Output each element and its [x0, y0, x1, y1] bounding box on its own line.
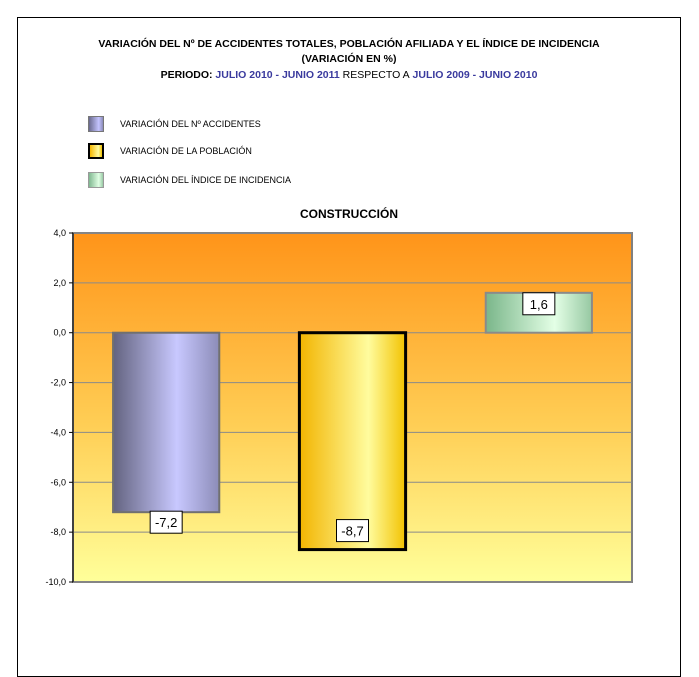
- y-tick-label: 2,0: [53, 278, 66, 288]
- data-label: 1,6: [522, 292, 556, 316]
- y-tick-label: -6,0: [50, 477, 66, 487]
- period-label: PERIODO:: [160, 69, 213, 81]
- legend-swatch-accidents: [88, 116, 104, 132]
- y-tick-label: 4,0: [53, 228, 66, 238]
- chart-title: CONSTRUCCIÓN: [300, 207, 398, 221]
- chart-subtitle: (VARIACIÓN EN %): [301, 53, 397, 65]
- data-label: -8,7: [336, 519, 369, 543]
- legend-item-accidents: VARIACIÓN DEL Nº ACCIDENTES: [88, 114, 261, 134]
- data-label-box: [522, 292, 556, 316]
- data-label-text: -8,7: [341, 524, 363, 539]
- legend-label-accidents: VARIACIÓN DEL Nº ACCIDENTES: [120, 119, 261, 129]
- legend-label-population: VARIACIÓN DE LA POBLACIÓN: [120, 146, 252, 156]
- data-label: -7,2: [149, 510, 183, 534]
- chart-main-title: VARIACIÓN DEL Nº DE ACCIDENTES TOTALES, …: [98, 38, 600, 50]
- data-label-text: -7,2: [155, 515, 177, 530]
- y-tick-label: -8,0: [50, 527, 66, 537]
- legend-label-incidence: VARIACIÓN DEL ÍNDICE DE INCIDENCIA: [120, 175, 292, 185]
- y-tick-label: -4,0: [50, 427, 66, 437]
- period-line: PERIODO: JULIO 2010 - JUNIO 2011 RESPECT…: [17, 69, 681, 81]
- legend-swatch-population: [88, 143, 104, 159]
- legend-item-population: VARIACIÓN DE LA POBLACIÓN: [88, 141, 252, 161]
- period-previous: JULIO 2009 - JUNIO 2010: [412, 69, 538, 81]
- data-label-box: [336, 519, 369, 543]
- period-current: JULIO 2010 - JUNIO 2011: [215, 69, 340, 81]
- data-label-text: 1,6: [530, 297, 548, 312]
- y-tick-label: 0,0: [53, 328, 66, 338]
- bar-population: [297, 331, 408, 552]
- data-label-box: [149, 510, 183, 534]
- bar-accidents: [112, 331, 221, 514]
- legend-item-incidence: VARIACIÓN DEL ÍNDICE DE INCIDENCIA: [88, 170, 291, 190]
- y-tick-label: -2,0: [50, 378, 66, 388]
- y-tick-label: -10,0: [45, 577, 66, 587]
- period-connector: RESPECTO A: [342, 69, 410, 81]
- legend-swatch-incidence: [88, 172, 104, 188]
